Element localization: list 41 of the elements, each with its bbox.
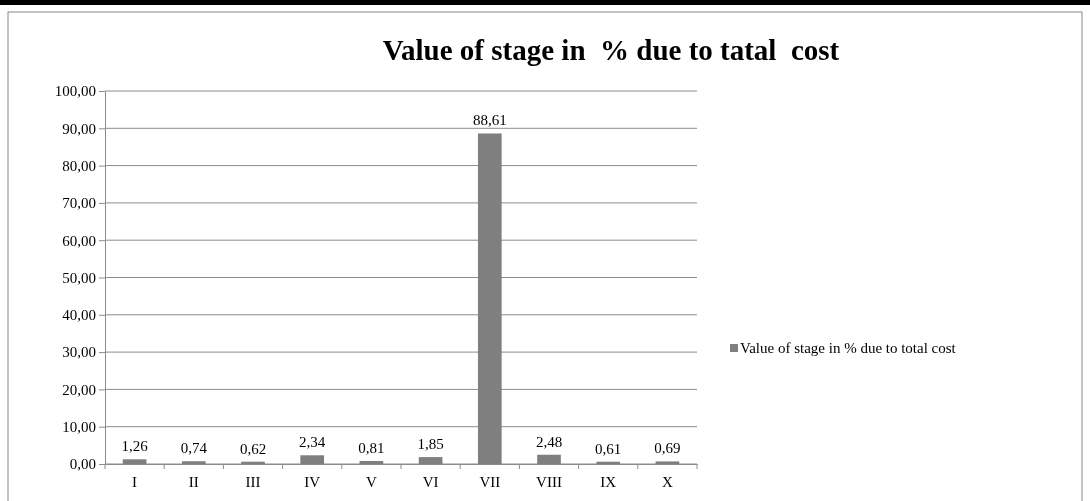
y-tick-label: 50,00 — [62, 269, 96, 286]
bar — [418, 457, 443, 464]
x-tick-label: VII — [479, 473, 501, 490]
bar — [537, 454, 561, 464]
data-label: 1,85 — [417, 436, 444, 453]
bar — [477, 133, 502, 464]
y-tick-label: 0,00 — [69, 456, 96, 473]
legend-label: Value of stage in % due to total cost — [740, 340, 957, 356]
y-tick-label: 80,00 — [62, 157, 96, 174]
bar — [300, 455, 325, 464]
y-tick-label: 40,00 — [62, 307, 96, 324]
data-label: 2,34 — [299, 434, 326, 451]
data-label: 88,61 — [472, 112, 507, 129]
data-label: 0,69 — [654, 440, 681, 457]
data-label: 1,26 — [121, 438, 149, 455]
data-label: 0,62 — [239, 440, 267, 457]
y-tick-label: 70,00 — [62, 195, 96, 212]
y-tick-label: 60,00 — [62, 232, 96, 249]
x-tick-label: X — [661, 473, 673, 490]
y-tick-label: 90,00 — [62, 120, 96, 137]
chart-title: Value of stage in % due to tatal cost — [382, 34, 840, 66]
x-tick-label: VI — [422, 473, 439, 490]
data-label: 2,48 — [535, 433, 563, 450]
y-tick-label: 10,00 — [62, 419, 96, 435]
y-tick-label: 30,00 — [62, 344, 96, 361]
bar — [359, 460, 384, 464]
bar — [122, 459, 147, 464]
bar — [181, 461, 206, 464]
x-tick-label: II — [188, 473, 199, 490]
data-label: 0,81 — [358, 439, 385, 456]
data-label: 0,61 — [595, 440, 622, 457]
x-tick-label: IX — [600, 473, 617, 490]
data-label: 0,74 — [180, 440, 208, 457]
y-tick-label: 20,00 — [62, 381, 96, 398]
x-tick-label: I — [132, 473, 138, 490]
x-tick-label: VIII — [536, 473, 562, 490]
x-tick-label: IV — [304, 473, 321, 490]
bar — [655, 461, 680, 464]
y-tick-label: 100,00 — [54, 83, 96, 100]
x-tick-label: III — [245, 473, 261, 490]
x-tick-label: V — [365, 473, 377, 490]
